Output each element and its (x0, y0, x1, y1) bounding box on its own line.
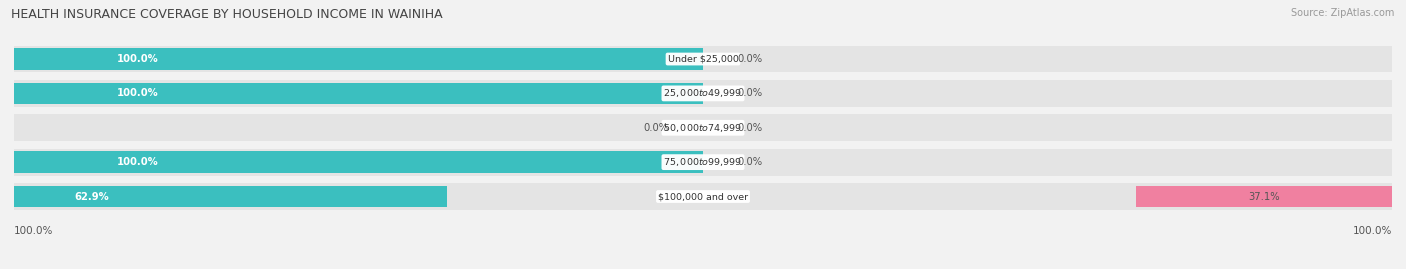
Text: 100.0%: 100.0% (1353, 226, 1392, 236)
Text: 37.1%: 37.1% (1249, 192, 1279, 201)
Bar (14, 151, 703, 173)
Text: 0.0%: 0.0% (738, 157, 762, 167)
Text: 0.0%: 0.0% (644, 123, 669, 133)
Text: 100.0%: 100.0% (14, 226, 53, 236)
Text: Source: ZipAtlas.com: Source: ZipAtlas.com (1291, 8, 1395, 18)
Text: 0.0%: 0.0% (738, 89, 762, 98)
Bar (14, 149, 1392, 176)
Text: $100,000 and over: $100,000 and over (658, 192, 748, 201)
Text: Under $25,000: Under $25,000 (668, 55, 738, 63)
Text: $50,000 to $74,999: $50,000 to $74,999 (664, 122, 742, 134)
Bar (1136, 186, 1392, 207)
Bar (14, 80, 1392, 107)
Text: 0.0%: 0.0% (738, 123, 762, 133)
Text: $75,000 to $99,999: $75,000 to $99,999 (664, 156, 742, 168)
Text: 100.0%: 100.0% (117, 157, 159, 167)
Bar (14, 183, 1392, 210)
Bar (14, 114, 1392, 141)
Bar (14, 46, 1392, 72)
Bar (14, 48, 703, 70)
Text: $25,000 to $49,999: $25,000 to $49,999 (664, 87, 742, 100)
Text: 100.0%: 100.0% (117, 54, 159, 64)
Text: 62.9%: 62.9% (75, 192, 110, 201)
Text: HEALTH INSURANCE COVERAGE BY HOUSEHOLD INCOME IN WAINIHA: HEALTH INSURANCE COVERAGE BY HOUSEHOLD I… (11, 8, 443, 21)
Bar (14, 186, 447, 207)
Text: 100.0%: 100.0% (117, 89, 159, 98)
Bar (14, 83, 703, 104)
Text: 0.0%: 0.0% (738, 54, 762, 64)
